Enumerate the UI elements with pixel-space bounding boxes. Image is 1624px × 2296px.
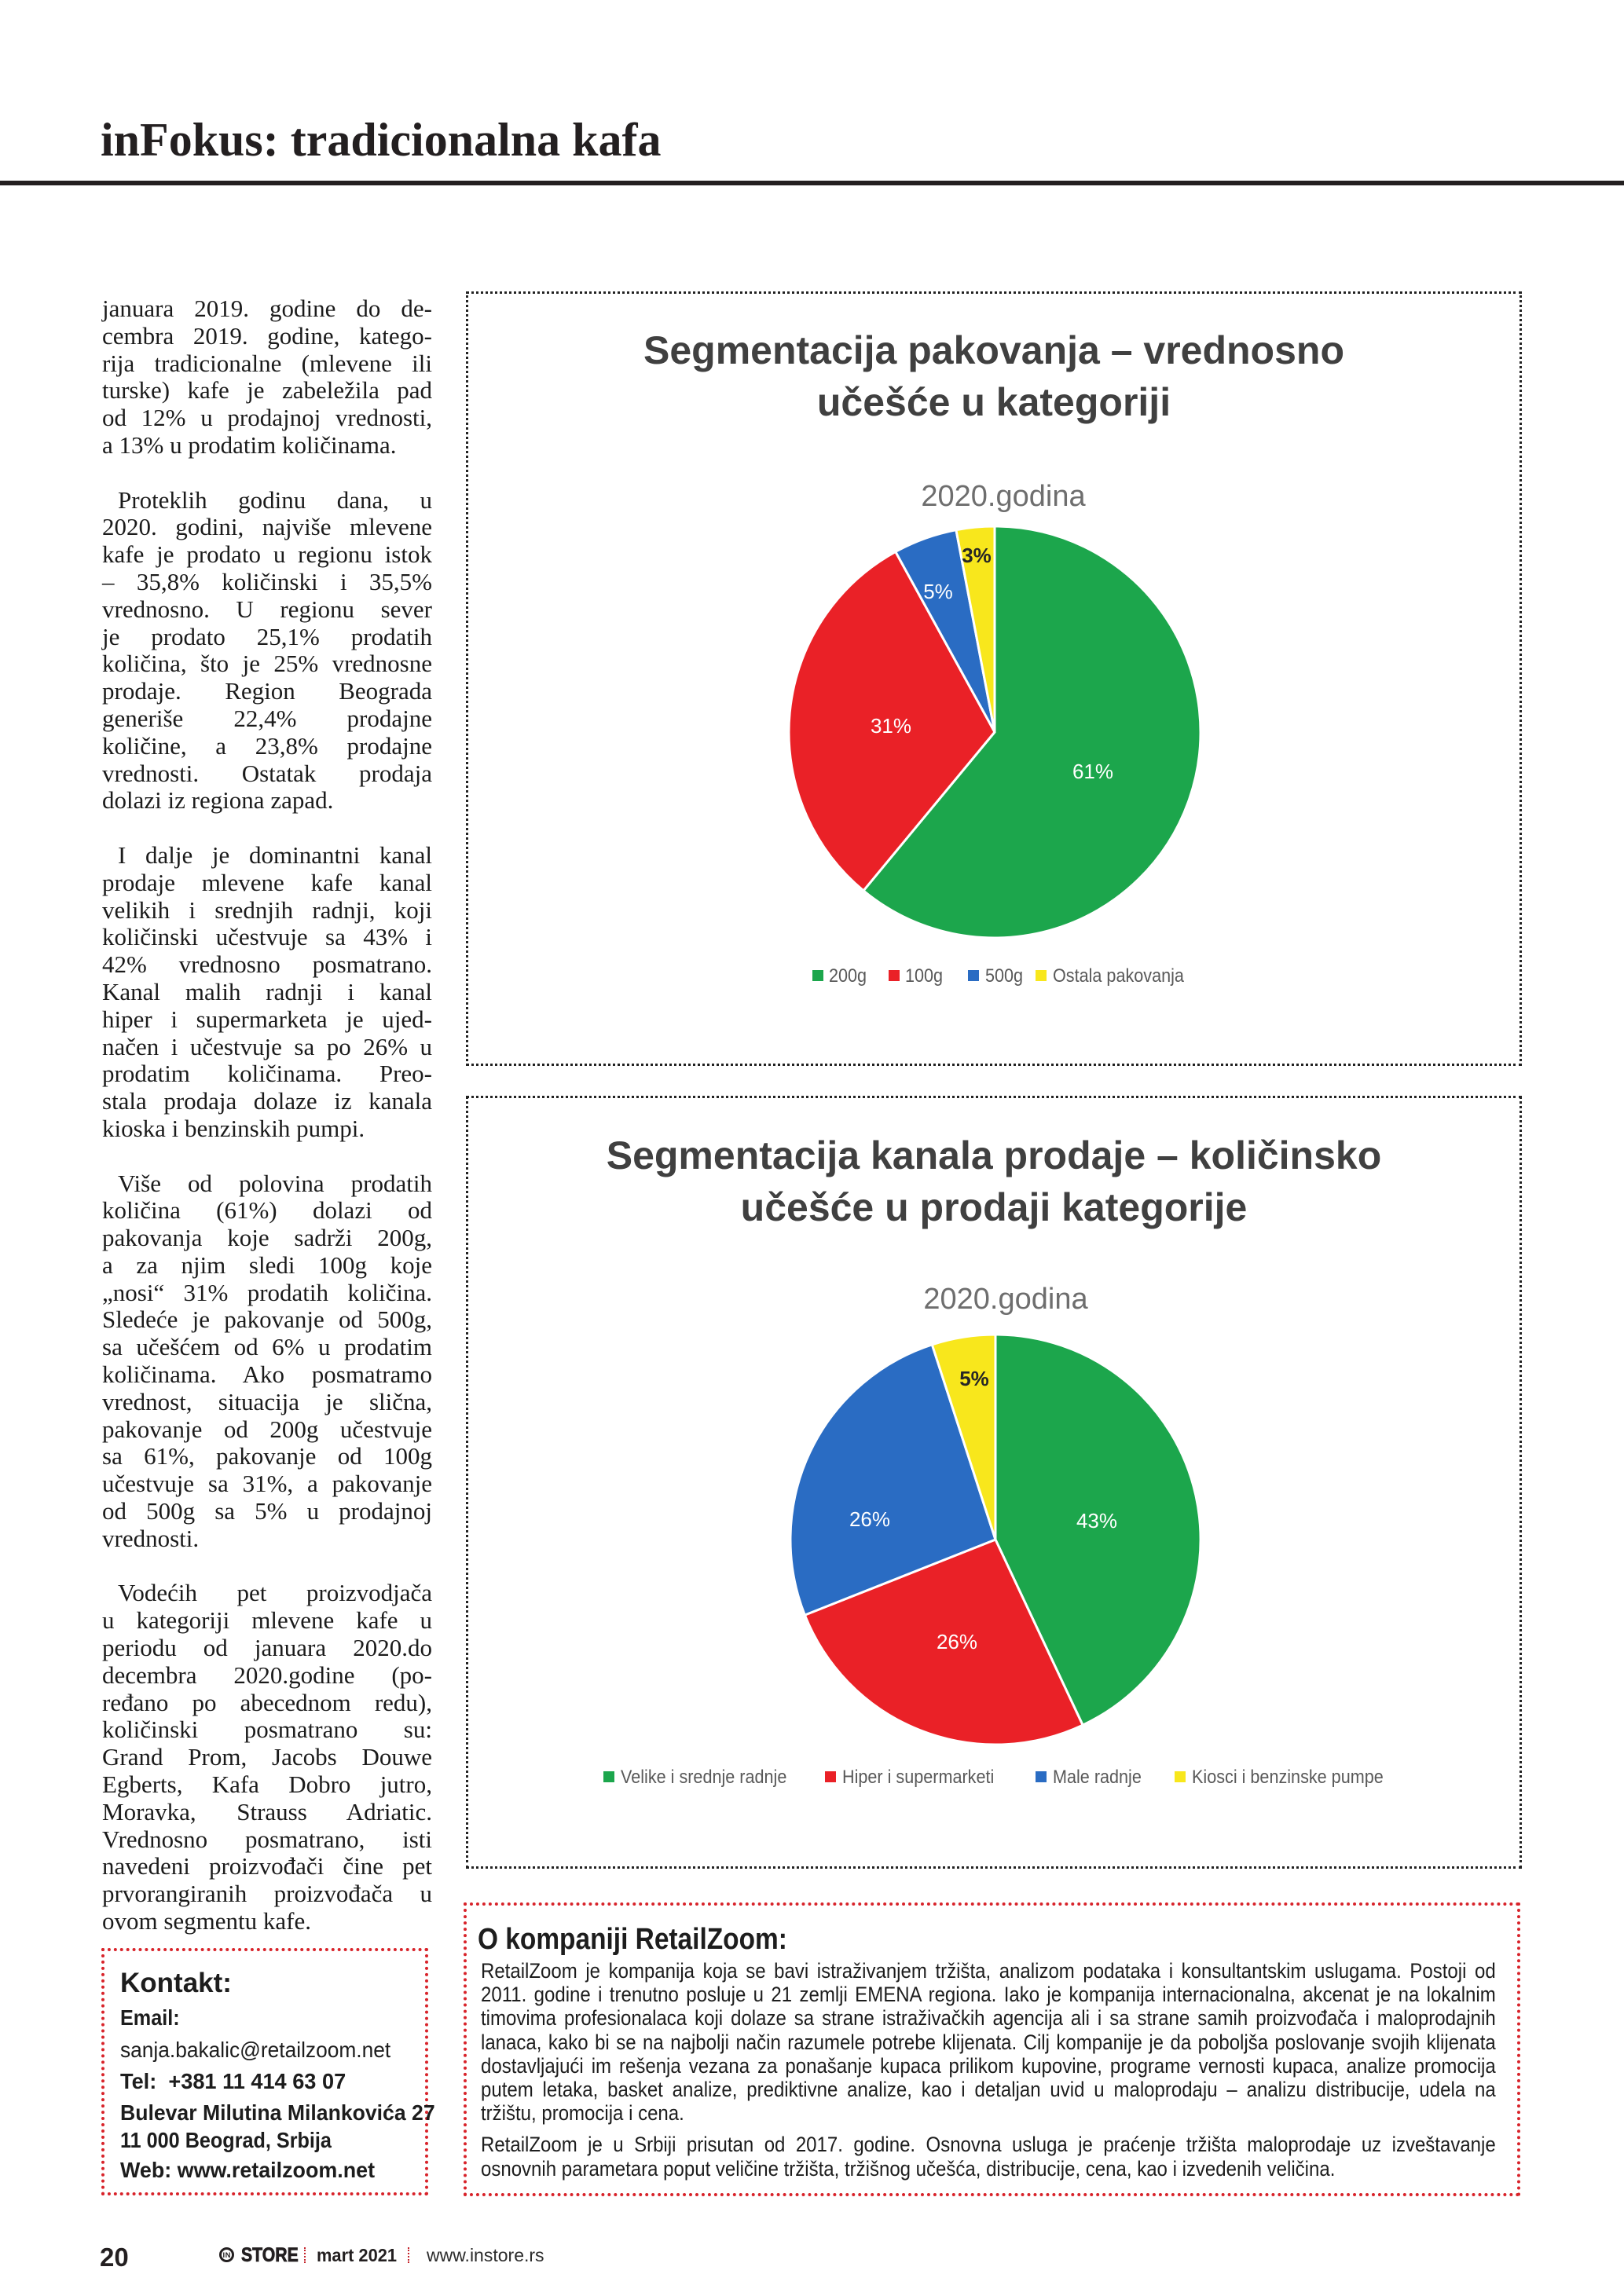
svg-text:IN: IN — [223, 2251, 231, 2260]
